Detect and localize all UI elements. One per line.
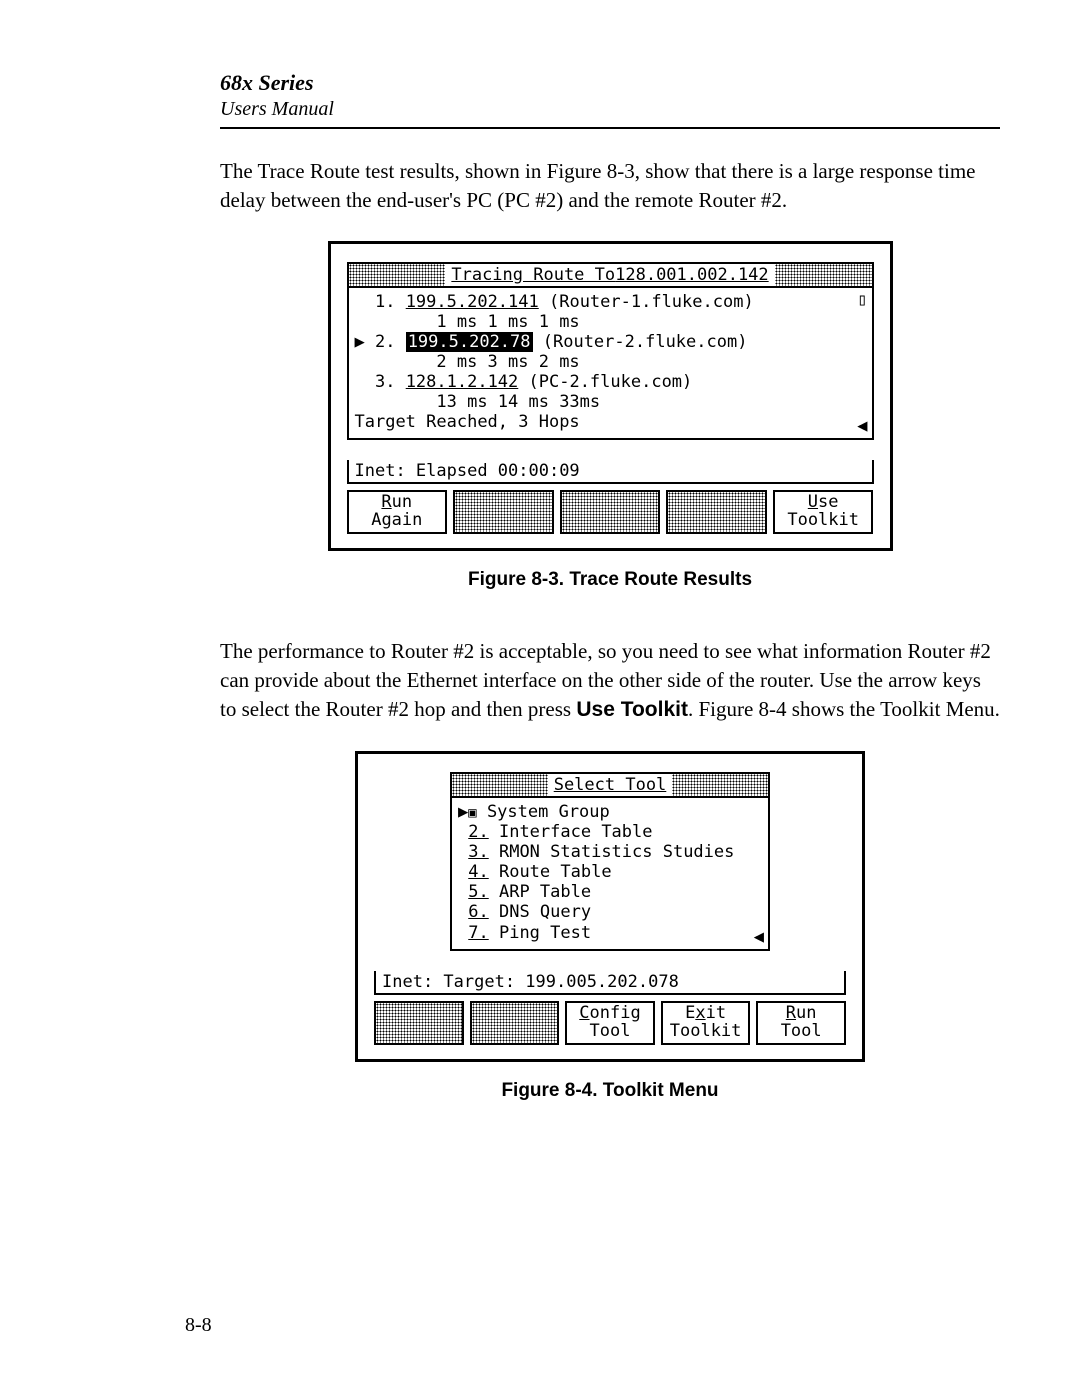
toolkit-item[interactable]: 5. ARP Table [458,882,762,902]
trace-softkeys: RunAgain UseToolkit [347,490,874,534]
trace-title-ip: 128.001.002.142 [615,265,769,285]
softkey [453,490,554,534]
trace-body: ▯ ◀ 1. 199.5.202.141 (Router-1.fluke.com… [347,286,874,440]
softkey[interactable]: ConfigTool [565,1001,655,1045]
toolkit-title-shade-left [452,774,548,796]
softkey [470,1001,560,1045]
toolkit-item[interactable]: 6. DNS Query [458,902,762,922]
softkey[interactable]: UseToolkit [773,490,874,534]
figure-8-3-caption: Figure 8-3. Trace Route Results [220,569,1000,591]
toolkit-title-shade-right [672,774,768,796]
softkey [666,490,767,534]
trace-hop-line[interactable]: ▶ 2. 199.5.202.78 (Router-2.fluke.com) [355,332,866,352]
header-rule [220,127,1000,129]
trace-title-bar: Tracing Route To 128.001.002.142 [347,262,874,286]
title-shade-left [349,264,446,286]
header-manual: Users Manual [220,98,1000,121]
softkey [560,490,661,534]
trace-hop-times: 13 ms 14 ms 33ms [355,392,866,412]
toolkit-scroll-icon[interactable]: ◀ [754,927,764,947]
toolkit-item[interactable]: 3. RMON Statistics Studies [458,842,762,862]
toolkit-softkeys: ConfigToolExitToolkitRunTool [374,1001,846,1045]
figure-8-4-caption: Figure 8-4. Toolkit Menu [220,1080,1000,1102]
header-series: 68x Series [220,70,1000,96]
page-number: 8-8 [185,1314,212,1337]
trace-hop-times: 2 ms 3 ms 2 ms [355,352,866,372]
paragraph-1: The Trace Route test results, shown in F… [220,157,1000,215]
softkey[interactable]: RunAgain [347,490,448,534]
scroll-up-icon[interactable]: ▯ [857,290,867,310]
trace-status-text: Inet: Elapsed 00:00:09 [355,461,580,481]
title-shade-right [775,264,872,286]
trace-hop-line[interactable]: 3. 128.1.2.142 (PC-2.fluke.com) [355,372,866,392]
toolkit-item[interactable]: 4. Route Table [458,862,762,882]
paragraph-2-post: . Figure 8-4 shows the Toolkit Menu. [688,697,1000,721]
toolkit-item[interactable]: 2. Interface Table [458,822,762,842]
figure-8-4-screen: Select Tool ◀ ▶ System Group 2. Interfac… [355,751,865,1061]
toolkit-item[interactable]: 7. Ping Test [458,923,762,943]
use-toolkit-bold: Use Toolkit [576,698,688,721]
figure-8-3-screen: Tracing Route To 128.001.002.142 ▯ ◀ 1. … [328,241,893,551]
trace-hop-line[interactable]: 1. 199.5.202.141 (Router-1.fluke.com) [355,292,866,312]
paragraph-2: The performance to Router #2 is acceptab… [220,637,1000,725]
toolkit-body: ◀ ▶ System Group 2. Interface Table 3. R… [450,796,770,950]
softkey[interactable]: RunTool [756,1001,846,1045]
toolkit-title-text: Select Tool [548,774,673,796]
trace-hop-times: 1 ms 1 ms 1 ms [355,312,866,332]
softkey[interactable]: ExitToolkit [661,1001,751,1045]
toolkit-status-text: Inet: Target: 199.005.202.078 [382,972,679,992]
trace-footer-line: Target Reached, 3 Hops [355,412,866,432]
trace-title-prefix: Tracing Route To [451,265,615,285]
toolkit-item[interactable]: ▶ System Group [458,802,762,822]
trace-status-bar: Inet: Elapsed 00:00:09 [347,460,874,484]
softkey [374,1001,464,1045]
toolkit-title-bar: Select Tool [450,772,770,796]
scroll-down-icon[interactable]: ◀ [857,416,867,436]
toolkit-status-bar: Inet: Target: 199.005.202.078 [374,971,846,995]
